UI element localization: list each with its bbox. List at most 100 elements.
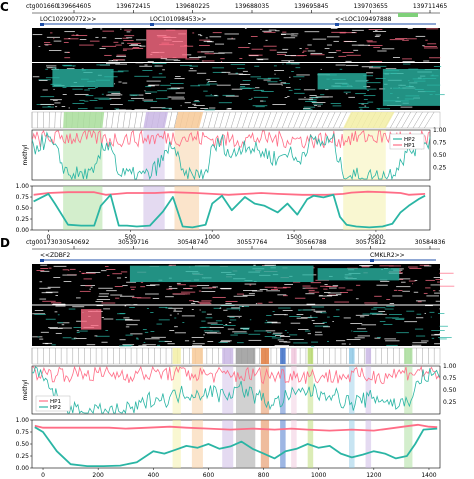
mapping-line	[276, 111, 283, 129]
read-cell	[304, 96, 306, 98]
genomic-tick-label: 30540692	[59, 239, 90, 246]
read-cell	[379, 88, 386, 90]
read-cell	[308, 99, 317, 101]
read-cell	[307, 50, 316, 52]
read-cell	[40, 331, 49, 333]
read-cell	[184, 102, 191, 104]
read-cell	[106, 269, 116, 270]
read-cell	[79, 39, 87, 40]
read-cell	[157, 344, 161, 346]
read-cell	[272, 104, 286, 105]
read-cell	[102, 30, 115, 32]
read-cell	[193, 105, 205, 106]
read-cell	[166, 88, 178, 90]
read-cell	[307, 333, 312, 335]
read-cell	[372, 31, 387, 32]
read-cell	[228, 322, 232, 324]
read-cell	[265, 39, 268, 41]
read-cell	[142, 328, 147, 330]
read-cell	[296, 314, 304, 316]
read-cell	[201, 311, 206, 313]
read-cell	[123, 48, 133, 50]
read-cell	[320, 312, 327, 314]
read-block	[382, 69, 440, 106]
methyl-ylabel: methyl	[22, 144, 29, 165]
read-cell	[345, 32, 357, 34]
read-cell	[53, 277, 61, 278]
read-cell	[98, 295, 109, 297]
mapping-region	[191, 348, 203, 364]
read-cell	[180, 105, 182, 107]
read-cell	[62, 269, 69, 271]
read-cell	[430, 284, 442, 286]
read-cell	[412, 283, 414, 285]
read-cell	[339, 68, 343, 70]
read-cell	[424, 265, 432, 267]
read-cell	[189, 65, 199, 67]
read-cell	[325, 89, 329, 91]
read-cell	[439, 332, 454, 334]
read-cell	[115, 63, 128, 65]
read-cell	[96, 299, 111, 301]
read-cell	[285, 87, 291, 88]
read-cell	[72, 102, 85, 104]
read-cell	[231, 307, 241, 309]
read-cell	[402, 60, 415, 62]
read-cell	[191, 309, 194, 310]
read-cell	[48, 50, 62, 51]
read-cell	[225, 324, 228, 325]
read-cell	[395, 319, 405, 320]
read-cell	[346, 54, 361, 56]
read-cell	[244, 28, 247, 29]
read-cell	[293, 342, 308, 344]
genomic-tick-label: 30557764	[237, 239, 268, 246]
read-cell	[379, 265, 394, 267]
read-cell	[433, 277, 442, 278]
read-cell	[67, 52, 70, 53]
read-cell	[32, 336, 43, 338]
read-cell	[201, 290, 216, 292]
read-cell	[297, 309, 312, 311]
read-cell	[138, 345, 147, 347]
read-cell	[368, 29, 383, 30]
read-cell	[129, 307, 135, 308]
read-cell	[385, 317, 399, 319]
read-cell	[167, 96, 171, 98]
read-cell	[439, 338, 447, 340]
read-cell	[434, 292, 444, 294]
gene-exon	[370, 259, 374, 262]
read-cell	[254, 330, 269, 332]
read-cell	[345, 64, 359, 66]
methyl-shade	[222, 366, 234, 414]
read-cell	[359, 108, 363, 110]
read-cell	[400, 106, 413, 108]
methyl-ytick-label: 0.75	[433, 140, 447, 147]
read-cell	[76, 35, 88, 36]
read-cell	[264, 336, 276, 337]
read-cell	[135, 337, 139, 339]
read-cell	[385, 68, 397, 70]
read-cell	[203, 40, 212, 42]
read-cell	[166, 288, 173, 290]
read-cell	[140, 286, 146, 288]
read-cell	[168, 307, 184, 309]
read-cell	[172, 293, 188, 295]
read-cell	[168, 108, 172, 110]
read-cell	[196, 285, 210, 286]
read-cell	[369, 61, 383, 62]
smooth-xtick-label: 1400	[421, 472, 436, 479]
read-cell	[279, 336, 291, 337]
smooth-xtick-label: 0	[41, 472, 45, 479]
read-cell	[205, 37, 208, 39]
read-cell	[94, 107, 103, 109]
read-cell	[378, 109, 380, 110]
read-cell	[219, 287, 232, 289]
read-cell	[134, 109, 148, 111]
read-cell	[64, 57, 71, 59]
smooth-xtick-label: 1000	[205, 234, 220, 241]
read-cell	[302, 285, 311, 287]
read-cell	[386, 305, 395, 307]
read-cell	[395, 38, 407, 39]
read-cell	[398, 279, 404, 280]
